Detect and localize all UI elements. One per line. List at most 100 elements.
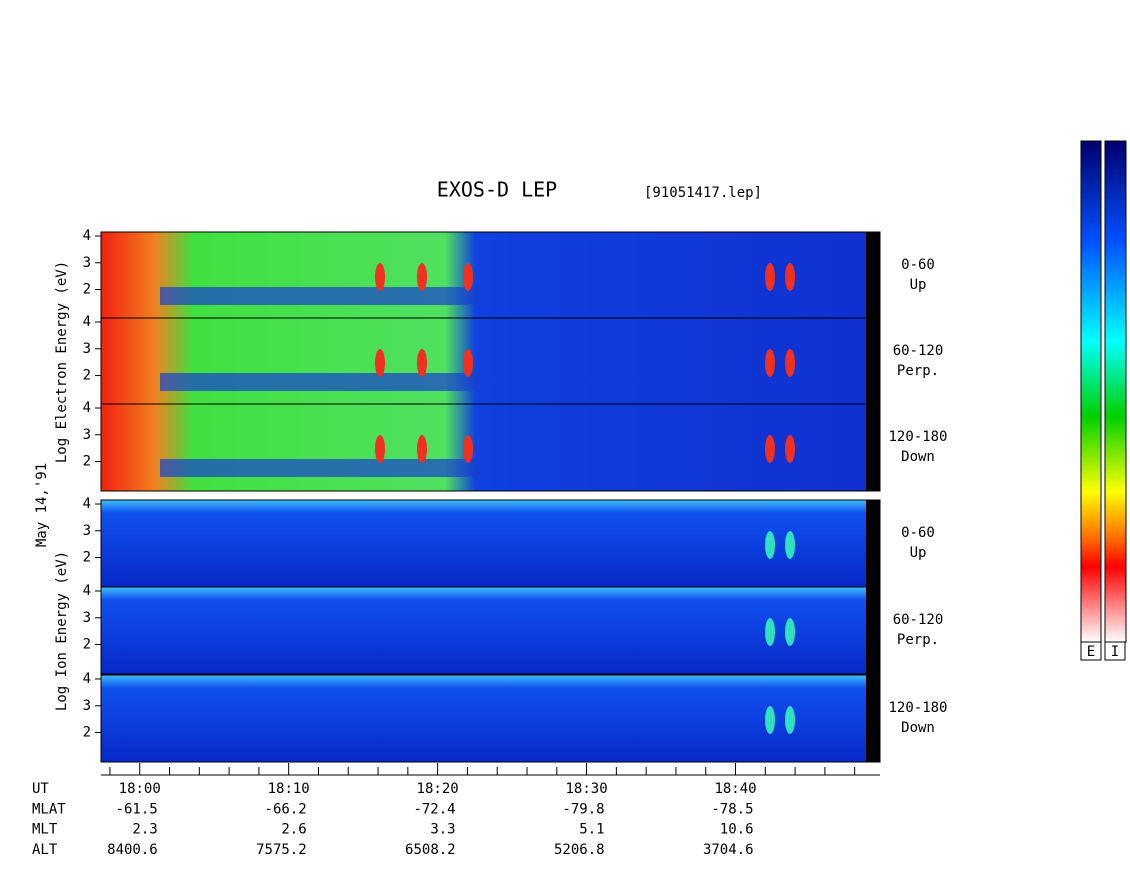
x-tick-label: 18:30 (565, 781, 607, 797)
y-tick-label: 3 (83, 255, 91, 271)
colorbar-label: I (1111, 644, 1119, 660)
edge-strip (866, 587, 880, 674)
hot-spot (375, 435, 385, 463)
spectrogram (101, 232, 866, 319)
ephemeris-label: MLAT (32, 801, 66, 817)
low-band (160, 459, 480, 477)
spectrogram (101, 500, 866, 587)
panel-frame (100, 586, 881, 675)
hot-spot (785, 263, 795, 291)
y-tick-label: 4 (83, 228, 91, 244)
panel-label: 60-120 (893, 343, 944, 359)
colorbar (1104, 140, 1127, 643)
edge-strip (866, 675, 880, 762)
ephemeris-label: MLT (32, 822, 58, 838)
y-tick-label: 4 (83, 496, 91, 512)
hot-spot (417, 349, 427, 377)
ephemeris-value: 5206.8 (554, 842, 605, 858)
ephemeris-value: 6508.2 (405, 842, 456, 858)
y-tick-label: 3 (83, 427, 91, 443)
panel-sublabel: Perp. (897, 632, 939, 648)
y-tick-label: 2 (83, 454, 91, 470)
file-label: [91051417.lep] (644, 185, 762, 201)
hot-spot (375, 349, 385, 377)
panel-label: 0-60 (901, 257, 935, 273)
ephemeris-value: -61.5 (116, 801, 158, 817)
colorbar-label-box (1104, 641, 1126, 661)
hot-spot (417, 435, 427, 463)
spectrogram (101, 675, 866, 762)
ephemeris-value: -78.5 (711, 801, 753, 817)
ephemeris-value: -79.8 (562, 801, 604, 817)
ephemeris-value: 2.6 (281, 822, 306, 838)
edge-strip (866, 232, 880, 319)
y-tick-label: 3 (83, 341, 91, 357)
panel-frame (100, 403, 881, 492)
panel-label: 60-120 (893, 612, 944, 628)
edge-strip (866, 404, 880, 491)
spectrogram (101, 404, 866, 491)
y-tick-label: 4 (83, 400, 91, 416)
hot-spot (765, 263, 775, 291)
ephemeris-value: 7575.2 (256, 842, 307, 858)
edge-strip (866, 500, 880, 587)
y-tick-label: 4 (83, 671, 91, 687)
x-tick-label: 18:00 (119, 781, 161, 797)
hot-spot (463, 263, 473, 291)
y-tick-label: 2 (83, 725, 91, 741)
ephemeris-value: -66.2 (265, 801, 307, 817)
x-tick-label: 18:10 (268, 781, 310, 797)
low-band (160, 287, 480, 305)
x-tick-label: 18:40 (714, 781, 756, 797)
x-tick-label: 18:20 (417, 781, 459, 797)
hot-spot (765, 349, 775, 377)
y-tick-label: 3 (83, 698, 91, 714)
ephemeris-value: 8400.6 (107, 842, 158, 858)
hot-spot (785, 531, 795, 559)
ephemeris-label: ALT (32, 842, 58, 858)
hot-spot (765, 618, 775, 646)
title: EXOS-D LEP (437, 178, 557, 202)
colorbar (1080, 140, 1102, 643)
hot-spot (785, 435, 795, 463)
date-label: May 14,'91 (34, 463, 50, 547)
panel-sublabel: Up (910, 277, 927, 293)
hot-spot (785, 618, 795, 646)
hot-spot (765, 435, 775, 463)
y-tick-label: 3 (83, 523, 91, 539)
ephemeris-value: -72.4 (413, 801, 455, 817)
y-axis-label: Log Electron Energy (eV) (54, 261, 70, 463)
hot-spot (463, 349, 473, 377)
panel-sublabel: Up (910, 545, 927, 561)
spectrogram (101, 587, 866, 674)
ephemeris-label: UT (32, 781, 49, 797)
y-tick-label: 2 (83, 550, 91, 566)
hot-spot (765, 706, 775, 734)
y-tick-label: 2 (83, 637, 91, 653)
ephemeris-value: 3704.6 (703, 842, 754, 858)
hot-spot (417, 263, 427, 291)
spectrogram (101, 318, 866, 405)
y-tick-label: 3 (83, 610, 91, 626)
y-axis-label: Log Ion Energy (eV) (54, 551, 70, 711)
panel-sublabel: Down (901, 720, 935, 736)
hot-spot (463, 435, 473, 463)
hot-spot (785, 349, 795, 377)
panel-label: 120-180 (888, 700, 947, 716)
ephemeris-value: 3.3 (430, 822, 455, 838)
colorbar-label: E (1087, 644, 1095, 660)
panel-label: 120-180 (888, 429, 947, 445)
y-tick-label: 2 (83, 282, 91, 298)
hot-spot (785, 706, 795, 734)
ephemeris-value: 2.3 (132, 822, 157, 838)
ephemeris-value: 10.6 (720, 822, 754, 838)
panel-label: 0-60 (901, 525, 935, 541)
y-tick-label: 4 (83, 314, 91, 330)
y-tick-label: 4 (83, 583, 91, 599)
panel-sublabel: Down (901, 449, 935, 465)
hot-spot (765, 531, 775, 559)
panel-frame (100, 674, 881, 763)
hot-spot (375, 263, 385, 291)
edge-strip (866, 318, 880, 405)
